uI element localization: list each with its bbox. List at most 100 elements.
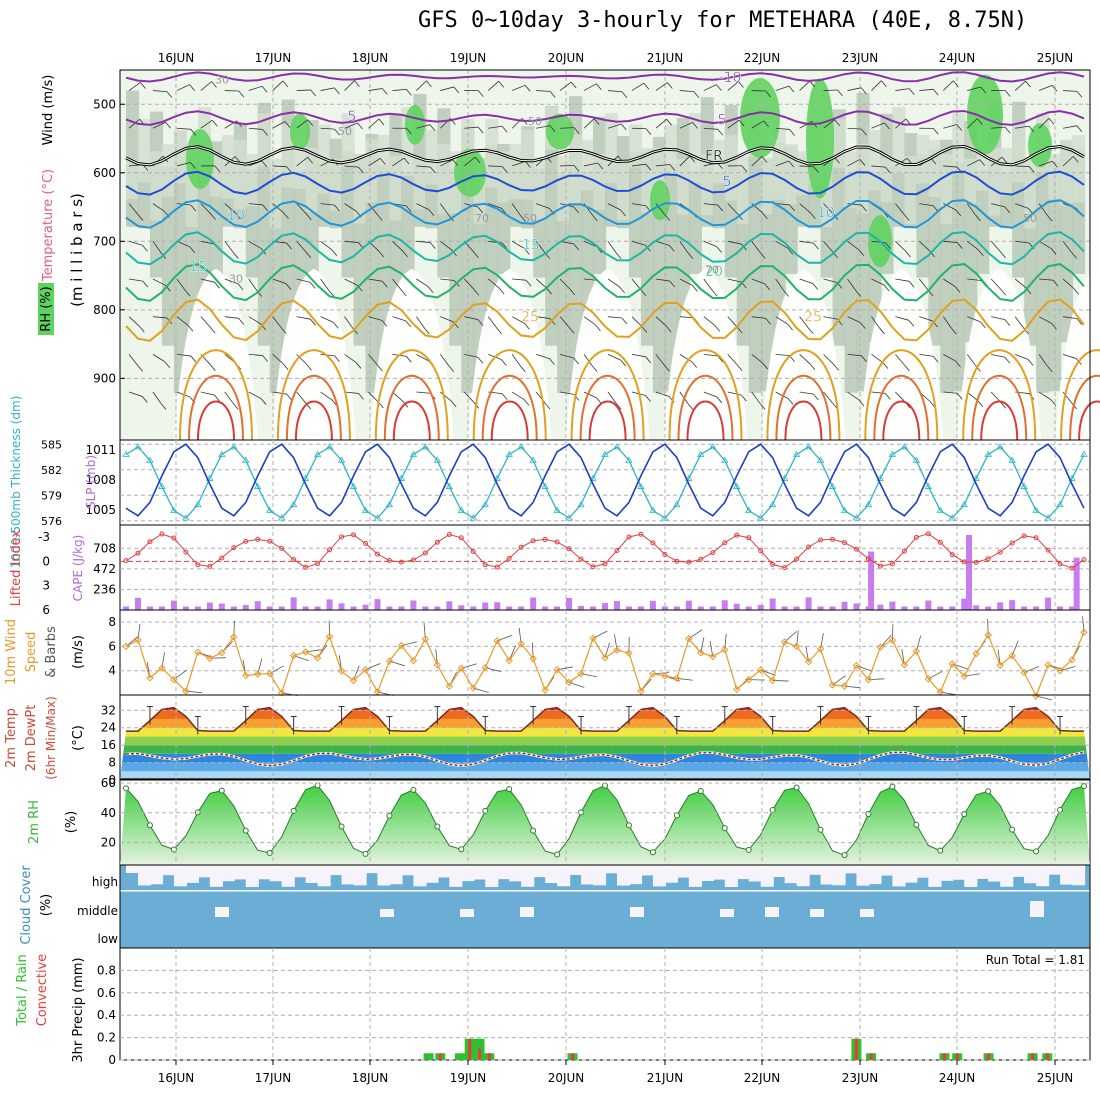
temp-fill (120, 707, 1090, 780)
wind-barb (559, 81, 572, 91)
wind-barb (895, 316, 910, 321)
isotherm-dome (294, 400, 333, 441)
precip-conv-bar (487, 1053, 491, 1060)
rh-band (688, 170, 702, 274)
wind-barb (224, 391, 234, 404)
wind-barb-flag (477, 126, 484, 134)
lifted-marker (865, 556, 871, 562)
wind-barb-flag (881, 80, 887, 87)
wind-barb-flag (621, 123, 627, 131)
lifted-marker (578, 556, 584, 562)
wind10-marker (804, 658, 813, 666)
lifted-marker (877, 563, 883, 569)
wind10-marker (876, 643, 885, 651)
wind-barb (1038, 391, 1052, 400)
wind-barb (703, 353, 718, 357)
wind-barb-flag (427, 286, 434, 293)
wind10-marker (349, 676, 358, 685)
precip-conv-bar (854, 1038, 858, 1060)
lifted-marker (363, 540, 368, 546)
high-cloud-gap (904, 865, 918, 883)
wind-barb-flag (310, 318, 316, 326)
wind-barb-flag (591, 214, 598, 222)
wind-barb-flag (952, 80, 959, 88)
lifted-tick-label: 3 (42, 579, 50, 593)
wind10-marker (313, 654, 322, 662)
wind-barb (536, 90, 551, 92)
wind-barb-flag (954, 286, 961, 293)
wind-barb (416, 203, 430, 211)
high-cloud-gap (988, 865, 1002, 882)
rh2m-marker (218, 787, 225, 794)
wind-barb (344, 203, 357, 212)
wind-barb (416, 124, 431, 129)
cape-bar (673, 606, 680, 610)
wind-barb (511, 203, 521, 216)
wind-barb (943, 165, 958, 168)
rh-band (904, 156, 918, 225)
rh-band (425, 172, 439, 229)
isotherm-dome (188, 374, 244, 441)
wind-barb (296, 89, 311, 91)
rh-band (856, 92, 870, 392)
rh-band (1000, 147, 1014, 196)
cape-axis-label: CAPE (J/kg) (71, 535, 85, 602)
date-label-top: 18JUN (352, 51, 389, 65)
wind-barb (152, 391, 162, 404)
lifted-tick-label: 0 (42, 554, 50, 568)
wind-barb (1038, 85, 1053, 91)
thickness-tick-label: 579 (41, 489, 62, 502)
lifted-marker (686, 559, 692, 565)
thickness-marker (493, 474, 501, 481)
precip-conv-bar (570, 1053, 574, 1060)
cape-bar (554, 606, 561, 610)
wind-barb-flag (214, 281, 220, 289)
lifted-marker (650, 540, 656, 546)
wind-barb-flag (879, 327, 885, 335)
wind-barb-flag (1000, 289, 1007, 296)
wind-barb (584, 278, 599, 281)
wind10-marker (792, 642, 801, 651)
wind-barb (248, 127, 263, 130)
wind-barb-flag (691, 361, 698, 368)
thickness-marker (936, 506, 945, 513)
wind10-marker (900, 661, 909, 669)
wind-barb (631, 203, 646, 207)
cape-bar (518, 606, 525, 610)
wind-barb (559, 353, 574, 359)
wind-barb-flag (861, 128, 867, 136)
thickness-marker (1056, 500, 1064, 508)
wind-barb-flag (261, 86, 268, 93)
date-label-top: 22JUN (744, 51, 781, 65)
wind-barb-flag (640, 289, 647, 297)
wind-barb (464, 391, 475, 403)
wind-barb-flag (426, 80, 432, 88)
wind-barb-flag (260, 398, 267, 405)
rh2m-marker (362, 850, 369, 857)
wind-barb-flag (641, 326, 648, 333)
isotherm-label: FR (705, 149, 723, 165)
rh-band (401, 171, 415, 274)
wind-barb-flag (645, 128, 652, 135)
isotherm-line (125, 110, 1085, 126)
lifted-marker (710, 550, 716, 556)
lifted-marker (566, 546, 572, 552)
wind-barb (512, 160, 526, 167)
high-cloud-gap (341, 865, 355, 885)
wind-barb-flag (357, 122, 363, 130)
wind-barb (344, 122, 358, 129)
thickness-marker (984, 450, 992, 457)
wind-barb-flag (164, 361, 171, 369)
isotherm-dome (490, 400, 529, 441)
wind-barb-flag (858, 249, 865, 256)
lifted-marker (734, 532, 740, 538)
wind-barb (536, 353, 550, 360)
wind10-marker (505, 656, 513, 665)
wind-barb (392, 316, 406, 322)
rh2m-marker (865, 811, 872, 818)
wind-barb-flag (738, 81, 744, 88)
wind-barb-flag (762, 212, 768, 219)
thickness-marker (182, 514, 190, 521)
isotherm-dome (864, 349, 939, 441)
high-cloud-gap (605, 865, 619, 874)
